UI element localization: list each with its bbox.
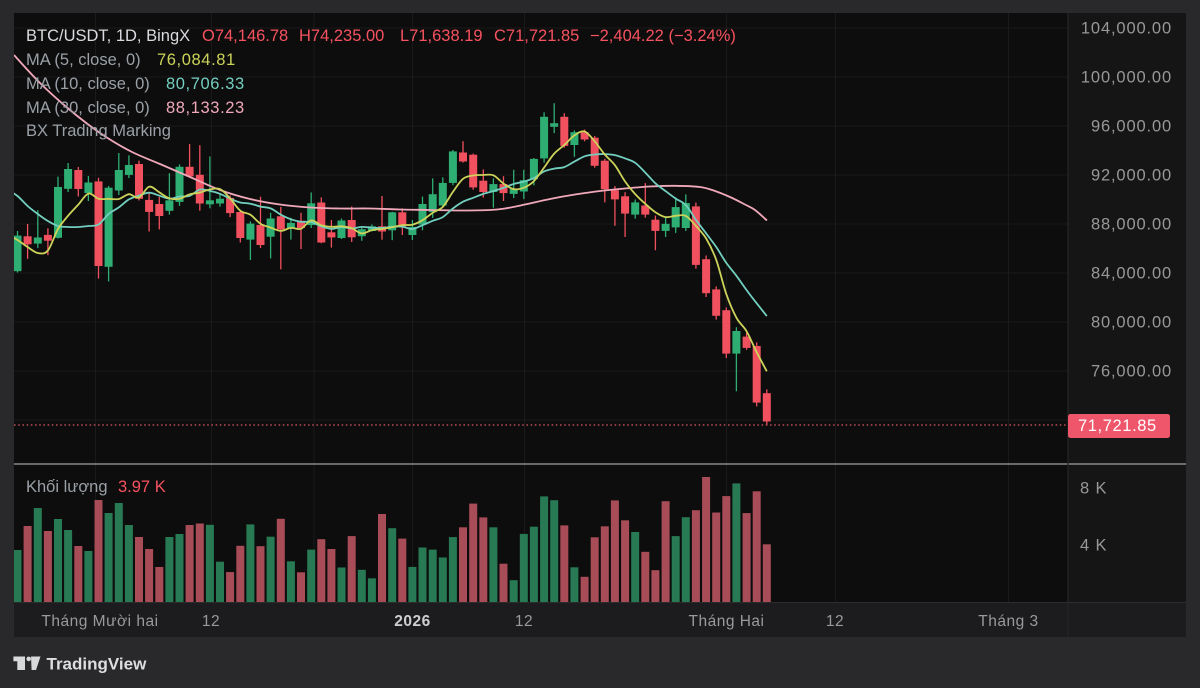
svg-text:12: 12 — [202, 613, 220, 630]
svg-text:Tháng Mười hai: Tháng Mười hai — [41, 613, 158, 630]
svg-text:3.97 K: 3.97 K — [118, 478, 166, 496]
svg-text:2026: 2026 — [394, 613, 430, 630]
svg-text:BX Trading Marking: BX Trading Marking — [26, 122, 171, 140]
svg-text:H74,235.00: H74,235.00 — [299, 27, 384, 45]
svg-text:100,000.00: 100,000.00 — [1081, 69, 1172, 87]
svg-text:71,721.85: 71,721.85 — [1078, 417, 1157, 435]
svg-text:Khối lượng: Khối lượng — [26, 478, 108, 496]
svg-text:88,133.23: 88,133.23 — [166, 99, 245, 117]
svg-text:Tháng Hai: Tháng Hai — [688, 613, 764, 630]
svg-text:MA (10, close, 0): MA (10, close, 0) — [26, 75, 150, 93]
svg-text:L71,638.19: L71,638.19 — [400, 27, 483, 45]
svg-text:Tháng 3: Tháng 3 — [978, 613, 1038, 630]
svg-text:8 K: 8 K — [1080, 480, 1107, 498]
svg-text:−2,404.22 (−3.24%): −2,404.22 (−3.24%) — [590, 27, 736, 45]
svg-text:92,000.00: 92,000.00 — [1091, 167, 1172, 185]
svg-text:TradingView: TradingView — [47, 655, 148, 674]
svg-text:12: 12 — [826, 613, 844, 630]
svg-text:BTC/USDT, 1D, BingX: BTC/USDT, 1D, BingX — [26, 27, 190, 45]
svg-text:4 K: 4 K — [1080, 537, 1107, 555]
svg-text:76,084.81: 76,084.81 — [157, 51, 236, 69]
svg-text:O74,146.78: O74,146.78 — [202, 27, 288, 45]
svg-text:88,000.00: 88,000.00 — [1091, 216, 1172, 234]
svg-text:80,706.33: 80,706.33 — [166, 75, 245, 93]
svg-text:MA (30, close, 0): MA (30, close, 0) — [26, 99, 150, 117]
svg-text:96,000.00: 96,000.00 — [1091, 118, 1172, 136]
svg-text:104,000.00: 104,000.00 — [1081, 20, 1172, 38]
svg-text:80,000.00: 80,000.00 — [1091, 314, 1172, 332]
svg-text:76,000.00: 76,000.00 — [1091, 363, 1172, 381]
svg-text:C71,721.85: C71,721.85 — [494, 27, 579, 45]
svg-text:84,000.00: 84,000.00 — [1091, 265, 1172, 283]
svg-text:MA (5, close, 0): MA (5, close, 0) — [26, 51, 141, 69]
svg-text:12: 12 — [515, 613, 533, 630]
